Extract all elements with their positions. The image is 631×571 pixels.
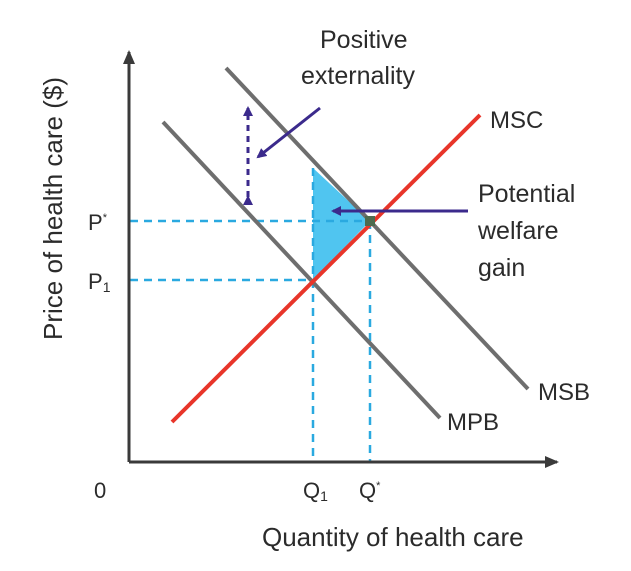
msb-label: MSB [538,379,590,406]
msb-curve [224,66,530,391]
q-star-label: Q* [359,478,381,503]
q1-label: Q1 [303,478,328,504]
msc-label: MSC [490,107,543,134]
externality-label-line2: externality [301,62,415,90]
guide-lines [130,168,372,462]
welfare-gain-area [313,168,370,280]
externality-label-line1: Positive [320,26,408,54]
social-optimum-point [365,216,375,226]
welfare-label-line2: welfare [477,217,559,245]
p-star-label: P* [88,210,108,235]
origin-label: 0 [94,478,106,503]
welfare-label-line1: Potential [478,180,575,208]
p1-label: P1 [88,269,111,295]
x-axis-title: Quantity of health care [262,522,524,552]
externality-pointer-arrow [256,106,321,159]
welfare-label-line3: gain [478,254,525,282]
mpb-curve [161,120,442,420]
y-axis-title: Price of health care ($) [38,77,68,340]
mpb-label: MPB [447,409,499,436]
msc-curve [170,113,482,424]
